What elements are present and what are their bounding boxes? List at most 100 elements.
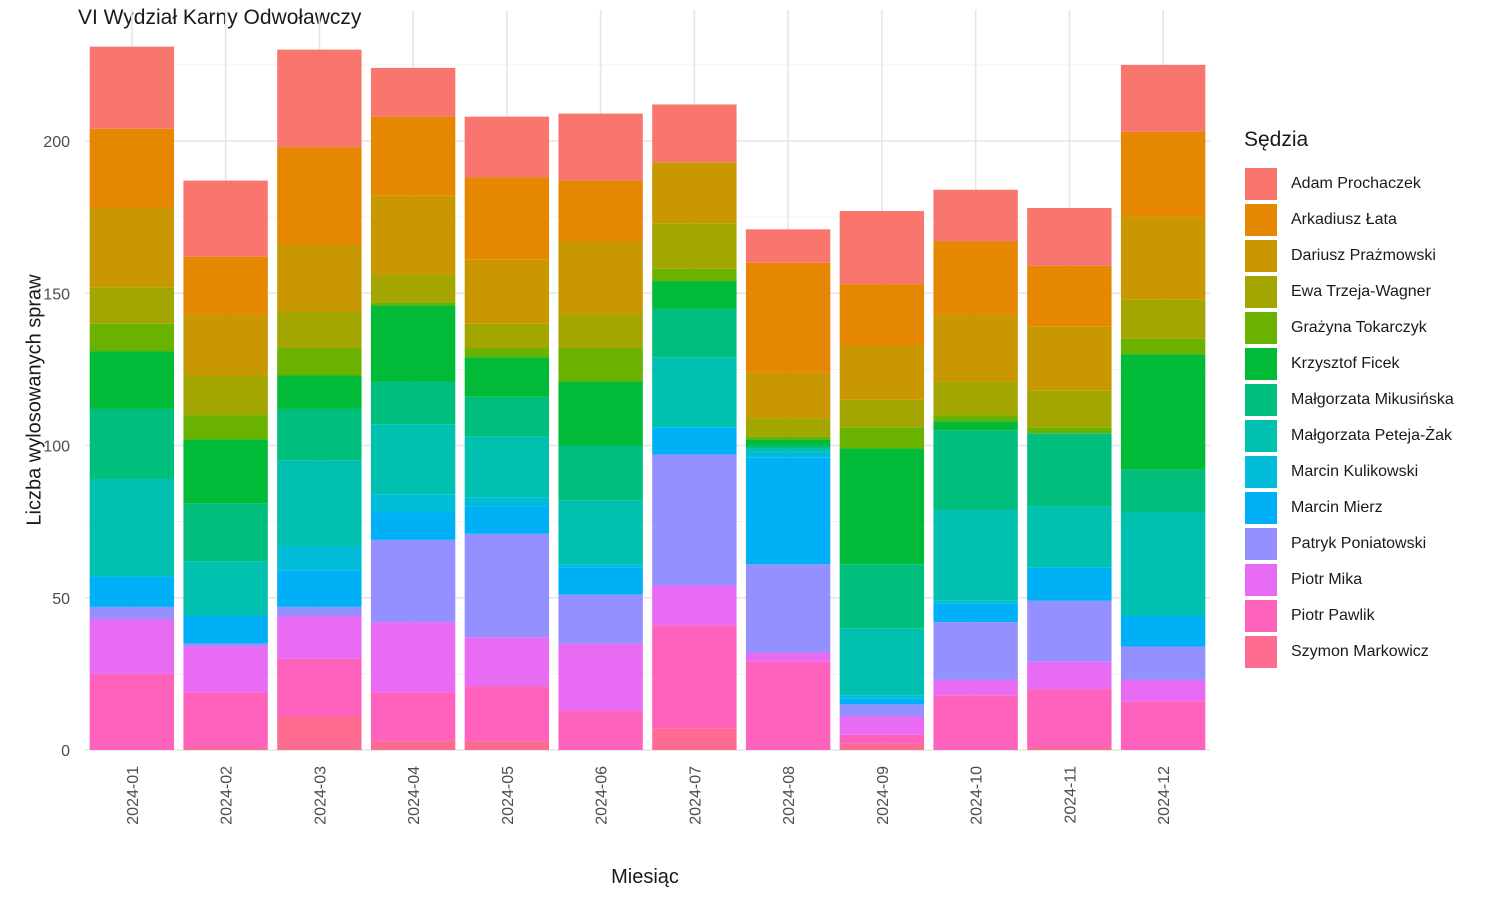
legend-label: Arkadiusz Łata	[1291, 211, 1397, 228]
bar-segment-2024-05-0	[464, 116, 550, 178]
bar-segment-2024-09-12	[839, 734, 925, 744]
legend-item: Marcin Mierz	[1244, 490, 1454, 526]
legend-swatch	[1244, 635, 1278, 669]
y-axis-label: Liczba wylosowanych spraw	[23, 274, 46, 526]
bar-segment-2024-02-7	[183, 561, 268, 617]
bar-segment-2024-02-0	[183, 180, 268, 257]
bar-segment-2024-10-0	[933, 189, 1018, 242]
legend-label: Małgorzata Mikusińska	[1291, 391, 1454, 408]
legend-item: Małgorzata Peteja-Żak	[1244, 418, 1454, 454]
legend-item: Ewa Trzeja-Wagner	[1244, 274, 1454, 310]
bar-segment-2024-04-0	[370, 67, 456, 117]
bar-segment-2024-07-10	[652, 454, 737, 586]
bar-segment-2024-03-12	[277, 658, 362, 717]
bar-segment-2024-10-11	[933, 679, 1018, 696]
legend-label: Ewa Trzeja-Wagner	[1291, 283, 1431, 300]
bar-segment-2024-06-9	[558, 567, 643, 595]
y-tick-label: 150	[43, 286, 70, 303]
bar-segment-2024-05-3	[464, 323, 550, 349]
bar-segment-2024-08-7	[745, 448, 831, 452]
bar-segment-2024-05-10	[464, 533, 550, 638]
bar-segment-2024-06-8	[558, 564, 643, 568]
x-tick-label: 2024-04	[406, 766, 423, 825]
x-tick-label: 2024-07	[687, 766, 704, 825]
bar-segment-2024-07-7	[652, 357, 737, 428]
bar-segment-2024-06-10	[558, 594, 643, 644]
x-tick-label: 2024-11	[1062, 766, 1079, 824]
bar-segment-2024-06-2	[558, 241, 643, 315]
bar-segment-2024-02-5	[183, 439, 268, 504]
y-tick-label: 200	[43, 134, 70, 151]
bar-segment-2024-02-13	[183, 746, 268, 750]
bar-segment-2024-05-11	[464, 637, 550, 687]
bar-segment-2024-03-0	[277, 49, 362, 148]
bar-segment-2024-01-4	[89, 323, 175, 352]
bar-segment-2024-05-7	[464, 436, 550, 498]
bar-segment-2024-12-10	[1120, 646, 1206, 680]
bar-segment-2024-04-12	[370, 692, 456, 741]
legend-swatch	[1244, 275, 1278, 309]
bar-segment-2024-06-6	[558, 445, 643, 501]
bar-segment-2024-11-2	[1027, 326, 1112, 391]
bar-segment-2024-08-2	[745, 372, 831, 419]
legend-swatch	[1244, 599, 1278, 633]
bar-segment-2024-03-10	[277, 606, 362, 617]
bar-segment-2024-02-4	[183, 415, 268, 440]
bar-segment-2024-07-6	[652, 308, 737, 358]
bar-segment-2024-11-1	[1027, 265, 1112, 327]
bar-segment-2024-03-1	[277, 147, 362, 245]
bar-segment-2024-04-1	[370, 116, 456, 196]
x-tick-label: 2024-09	[875, 766, 892, 825]
bar-segment-2024-08-5	[745, 439, 831, 446]
legend-item: Patryk Poniatowski	[1244, 526, 1454, 562]
bar-segment-2024-09-7	[839, 628, 925, 696]
legend-item: Piotr Pawlik	[1244, 598, 1454, 634]
bar-segment-2024-08-6	[745, 445, 831, 449]
bar-segment-2024-10-7	[933, 509, 1018, 601]
x-axis-label: Miesiąc	[611, 866, 679, 888]
bar-segment-2024-09-4	[839, 427, 925, 449]
bar-segment-2024-10-5	[933, 421, 1018, 431]
bar-segment-2024-08-0	[745, 229, 831, 263]
bar-segment-2024-03-3	[277, 311, 362, 349]
legend-item: Małgorzata Mikusińska	[1244, 382, 1454, 418]
bar-segment-2024-07-2	[652, 162, 737, 224]
legend-item: Dariusz Prażmowski	[1244, 238, 1454, 274]
bar-segment-2024-07-3	[652, 223, 737, 269]
bar-segment-2024-08-9	[745, 457, 831, 565]
legend-item: Szymon Markowicz	[1244, 634, 1454, 670]
bar-segment-2024-09-13	[839, 743, 925, 750]
bar-segment-2024-06-7	[558, 500, 643, 565]
bar-segment-2024-10-2	[933, 314, 1018, 382]
bar-segment-2024-12-2	[1120, 217, 1206, 300]
bar-segment-2024-05-4	[464, 348, 550, 358]
bar-segment-2024-10-4	[933, 415, 1018, 422]
bar-segment-2024-02-1	[183, 256, 268, 315]
bar-segment-2024-04-9	[370, 512, 456, 540]
bar-segment-2024-08-4	[745, 436, 831, 440]
bar-segment-2024-09-5	[839, 448, 925, 565]
bar-segment-2024-08-12	[745, 661, 831, 750]
bar-segment-2024-02-10	[183, 643, 268, 647]
bar-segment-2024-06-3	[558, 314, 643, 349]
bar-segment-2024-06-5	[558, 381, 643, 446]
bar-segment-2024-05-5	[464, 357, 550, 397]
chart-title: VI Wydział Karny Odwoławczy	[78, 6, 362, 29]
bar-segment-2024-07-5	[652, 281, 737, 309]
legend-label: Grażyna Tokarczyk	[1291, 319, 1427, 336]
legend-label: Dariusz Prażmowski	[1291, 247, 1436, 264]
bar-segment-2024-04-11	[370, 622, 456, 693]
y-axis-ticks: 0 50 100 150 200	[43, 134, 70, 760]
bar-segment-2024-12-3	[1120, 299, 1206, 339]
legend-item: Krzysztof Ficek	[1244, 346, 1454, 382]
x-tick-label: 2024-05	[500, 766, 517, 825]
bar-segment-2024-05-9	[464, 506, 550, 534]
bar-segment-2024-12-9	[1120, 616, 1206, 647]
bar-segment-2024-09-8	[839, 695, 925, 699]
bar-segment-2024-07-11	[652, 585, 737, 626]
bar-segment-2024-09-9	[839, 698, 925, 705]
bar-segment-2024-06-12	[558, 710, 643, 750]
bar-segment-2024-05-13	[464, 740, 550, 750]
bar-segment-2024-07-0	[652, 104, 737, 163]
